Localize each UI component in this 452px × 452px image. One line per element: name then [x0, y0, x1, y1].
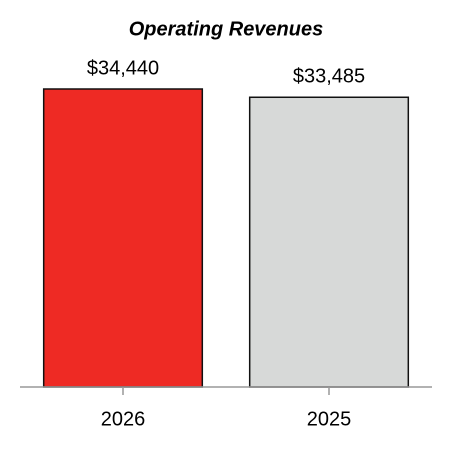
value-label: $34,440 — [87, 57, 159, 79]
chart-title: Operating Revenues — [129, 18, 324, 40]
bar — [248, 96, 410, 388]
x-tick-label: 2025 — [307, 408, 352, 430]
bar — [42, 88, 204, 388]
x-tick-label: 2026 — [101, 408, 146, 430]
value-label: $33,485 — [293, 66, 365, 88]
